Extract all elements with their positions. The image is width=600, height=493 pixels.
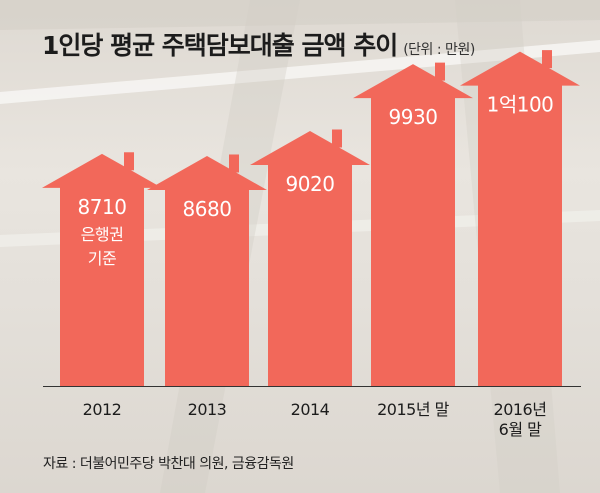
chimney-2 [332,129,342,148]
value-label-2: 9020 [286,172,335,196]
unit-label: (단위 : 만원) [403,42,475,58]
bar-3: 9930 [353,62,473,387]
house-arrow-1 [147,156,267,386]
house-arrow-0 [42,153,162,386]
annotation-line-1: 기준 [88,249,116,268]
chimney-0 [124,152,134,171]
category-label-4-0: 2016년 [494,400,547,419]
category-label-3-0: 2015년 말 [377,400,450,419]
value-label-1: 8680 [183,197,232,221]
bar-0: 8710 [42,152,162,386]
bar-2: 9020 [250,129,370,386]
value-label-4: 1억100 [487,93,554,117]
bar-4: 1억100 [460,50,580,387]
chimney-3 [435,62,445,81]
house-arrow-4 [460,51,580,387]
bar-1: 8680 [147,154,267,386]
annotation-line-0: 은행권 [81,225,124,244]
category-label-2-0: 2014 [291,400,330,419]
house-arrow-3 [353,64,473,387]
chart-title: 1인당 평균 주택담보대출 금액 추이 [42,31,398,60]
chimney-1 [229,154,239,173]
value-label-3: 9930 [389,105,438,129]
category-label-1-0: 2013 [188,400,227,419]
source-note: 자료 : 더불어민주당 박찬대 의원, 금융감독원 [43,456,294,472]
category-label-0-0: 2012 [83,400,122,419]
house-arrow-2 [250,131,370,386]
value-label-0: 8710 [78,195,127,219]
category-label-4-1: 6월 말 [499,420,542,439]
baseline [43,386,581,387]
chimney-4 [542,50,552,69]
title-row: 1인당 평균 주택담보대출 금액 추이 (단위 : 만원) [42,26,475,62]
